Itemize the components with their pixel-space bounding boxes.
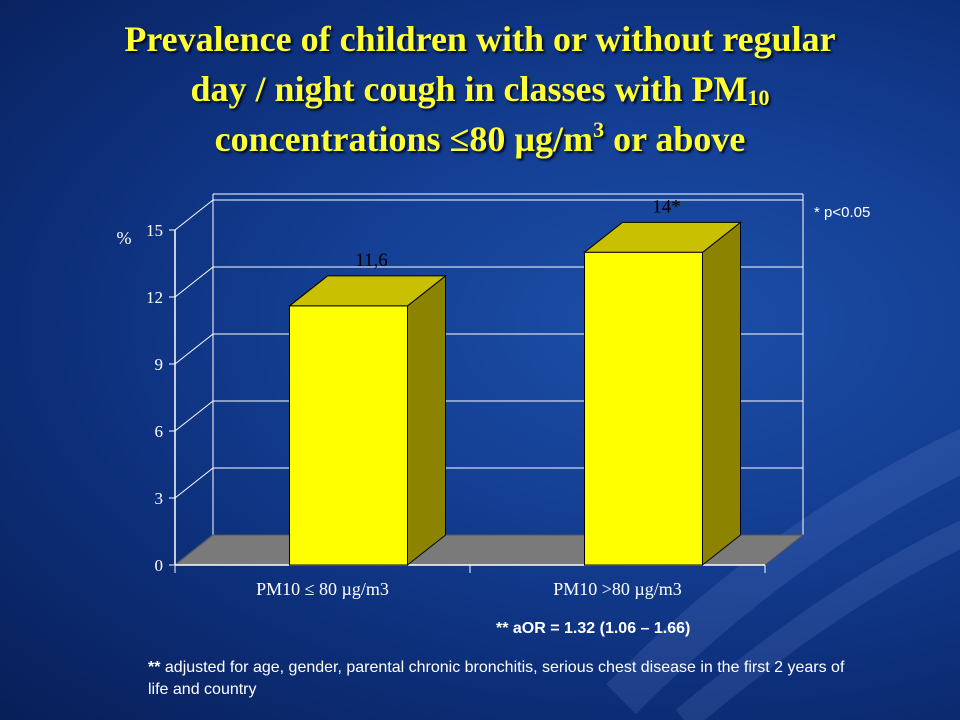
adjusted-odds-ratio-note: ** aOR = 1.32 (1.06 – 1.66): [496, 620, 691, 637]
title-line-3: concentrations ≤80 µg/m: [214, 119, 594, 159]
bar-data-label-1: 14*: [652, 196, 681, 217]
gridline-side-3: [174, 333, 214, 365]
title-line-2: day / night cough in classes with PM: [190, 69, 748, 109]
bar-0: [289, 305, 408, 566]
x-category-label-0: PM10 ≤ 80 µg/m3: [256, 579, 389, 599]
y-tick-label-3: 9: [155, 355, 164, 374]
x-category-label-1: PM10 >80 µg/m3: [553, 579, 682, 599]
bar-side-1: [702, 221, 741, 567]
y-tick-label-5: 15: [146, 221, 163, 240]
title-unit-superscript: 3: [593, 117, 605, 142]
y-tick-label-4: 12: [146, 288, 163, 307]
footnote-text: adjusted for age, gender, parental chron…: [148, 659, 845, 698]
significance-note: * p<0.05: [814, 204, 871, 221]
footnote-marker: **: [148, 659, 161, 676]
bar-data-label-0: 11,6: [355, 250, 388, 271]
gridline-side-4: [174, 266, 214, 298]
slide-title: Prevalence of children with or without r…: [20, 14, 940, 164]
title-line-1: Prevalence of children with or without r…: [124, 19, 836, 59]
bar-side-0: [407, 274, 446, 567]
gridline-side-2: [174, 400, 214, 432]
adjustment-footnote: ** adjusted for age, gender, parental ch…: [148, 657, 848, 701]
title-pm-subscript: 10: [747, 85, 770, 110]
y-tick-label-0: 0: [155, 556, 164, 575]
background-swoosh-decoration: [606, 429, 960, 720]
y-axis-label: %: [117, 228, 132, 248]
title-line-3-end: or above: [604, 119, 746, 159]
gridline-side-1: [174, 467, 214, 499]
gridline-side-5: [174, 199, 214, 231]
y-tick-label-2: 6: [155, 422, 164, 441]
bar-1: [584, 251, 703, 566]
y-tick-label-1: 3: [155, 489, 164, 508]
